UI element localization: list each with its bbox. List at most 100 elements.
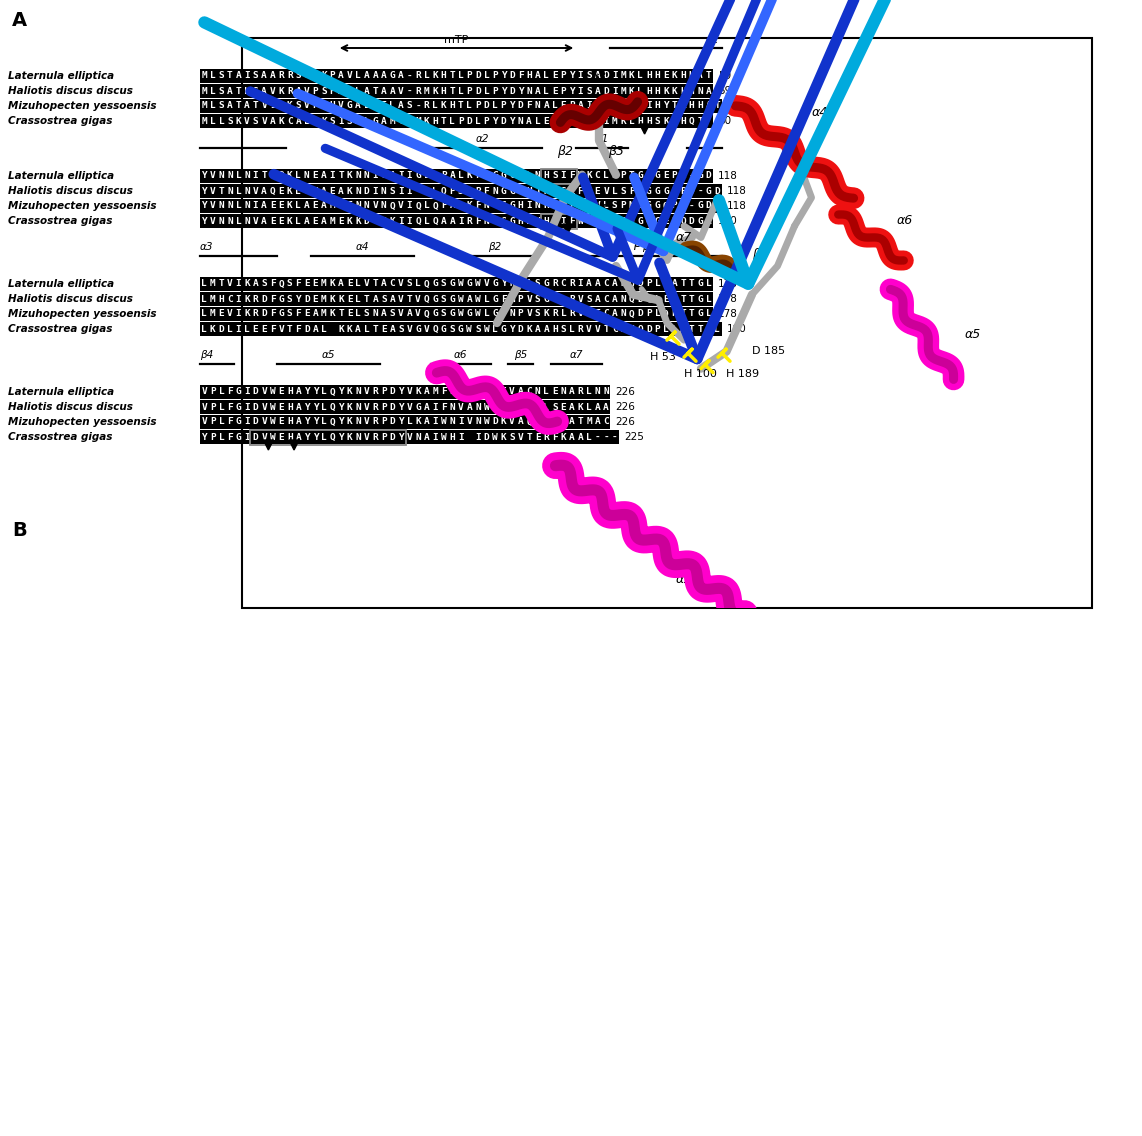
Text: L: L xyxy=(201,309,207,318)
Text: I: I xyxy=(569,186,574,195)
Text: P: P xyxy=(517,294,523,303)
Text: I: I xyxy=(399,217,404,226)
Text: Q: Q xyxy=(586,201,592,210)
Text: A: A xyxy=(681,325,686,334)
Text: -: - xyxy=(698,186,703,195)
Text: V: V xyxy=(364,433,370,442)
Text: Y: Y xyxy=(569,86,574,95)
Text: A: A xyxy=(364,72,370,81)
Text: Q: Q xyxy=(330,402,336,411)
Text: V: V xyxy=(304,101,309,110)
Text: L: L xyxy=(629,117,635,125)
Text: A: A xyxy=(389,172,395,181)
Text: E: E xyxy=(279,402,284,411)
Text: Crassostrea gigas: Crassostrea gigas xyxy=(8,324,112,334)
Text: A: A xyxy=(355,325,361,334)
Text: L: L xyxy=(706,294,711,303)
Text: T: T xyxy=(364,294,370,303)
Text: V: V xyxy=(210,186,216,195)
Text: M: M xyxy=(330,201,336,210)
Text: I: I xyxy=(603,117,609,125)
Bar xyxy=(200,431,619,444)
Text: N: N xyxy=(637,186,643,195)
Text: α5: α5 xyxy=(965,328,981,341)
Text: G: G xyxy=(492,309,498,318)
Text: α7: α7 xyxy=(570,350,582,360)
Text: W: W xyxy=(475,294,481,303)
Text: T: T xyxy=(218,279,224,289)
Text: Y: Y xyxy=(399,433,404,442)
Text: T: T xyxy=(287,325,292,334)
Text: G: G xyxy=(654,201,660,210)
Text: S: S xyxy=(252,86,258,95)
Text: L: L xyxy=(424,172,429,181)
Text: F: F xyxy=(569,172,574,181)
Text: P: P xyxy=(620,201,626,210)
Text: R: R xyxy=(578,325,584,334)
Text: T: T xyxy=(372,325,378,334)
Text: A: A xyxy=(586,309,592,318)
Text: P: P xyxy=(492,72,498,81)
Text: R: R xyxy=(252,309,258,318)
Text: H 189: H 189 xyxy=(726,369,759,379)
Text: M: M xyxy=(201,72,207,81)
Text: D: D xyxy=(483,433,489,442)
Text: D: D xyxy=(389,402,395,411)
Text: V: V xyxy=(509,387,515,396)
Text: Q: Q xyxy=(629,309,635,318)
Text: A: A xyxy=(296,433,301,442)
Text: Y: Y xyxy=(201,186,207,195)
Text: V: V xyxy=(364,402,370,411)
Text: N: N xyxy=(381,201,387,210)
Text: L: L xyxy=(544,86,549,95)
Text: N: N xyxy=(517,117,523,125)
Text: I: I xyxy=(235,294,241,303)
Text: D: D xyxy=(262,294,267,303)
Text: E: E xyxy=(671,186,677,195)
Text: N: N xyxy=(381,186,387,195)
Text: D: D xyxy=(637,279,643,289)
Text: V: V xyxy=(399,279,404,289)
Text: K: K xyxy=(561,433,566,442)
Text: L: L xyxy=(483,294,489,303)
Text: F: F xyxy=(526,101,532,110)
Text: A: A xyxy=(338,186,344,195)
Text: P: P xyxy=(210,418,216,426)
Text: L: L xyxy=(483,72,489,81)
Text: H 100: H 100 xyxy=(684,369,717,379)
Text: D: D xyxy=(500,117,506,125)
Text: S: S xyxy=(287,294,292,303)
Text: N: N xyxy=(483,172,489,181)
Text: W: W xyxy=(270,418,275,426)
Text: L: L xyxy=(364,325,370,334)
Text: V: V xyxy=(304,86,309,95)
Text: L: L xyxy=(296,172,301,181)
Text: A: A xyxy=(381,117,387,125)
Text: S: S xyxy=(313,72,319,81)
Text: A: A xyxy=(595,418,601,426)
Text: C: C xyxy=(603,294,609,303)
Text: Y: Y xyxy=(201,172,207,181)
Text: R: R xyxy=(552,279,557,289)
Text: L: L xyxy=(355,72,361,81)
Text: A: A xyxy=(671,294,677,303)
Text: A: A xyxy=(313,325,319,334)
Text: K: K xyxy=(347,387,353,396)
Text: F: F xyxy=(578,186,584,195)
Text: T: T xyxy=(372,86,378,95)
Text: C: C xyxy=(595,172,601,181)
Text: T: T xyxy=(347,201,353,210)
Text: H: H xyxy=(552,418,557,426)
Text: H: H xyxy=(646,117,652,125)
Text: N: N xyxy=(355,387,361,396)
Bar xyxy=(541,214,577,229)
Text: S: S xyxy=(296,101,301,110)
Text: Q: Q xyxy=(664,279,669,289)
Text: K: K xyxy=(287,201,292,210)
Text: L: L xyxy=(586,387,592,396)
Text: K: K xyxy=(416,418,421,426)
Text: N: N xyxy=(534,101,540,110)
Text: D: D xyxy=(603,72,609,81)
Text: N: N xyxy=(475,402,481,411)
Text: N: N xyxy=(500,402,506,411)
